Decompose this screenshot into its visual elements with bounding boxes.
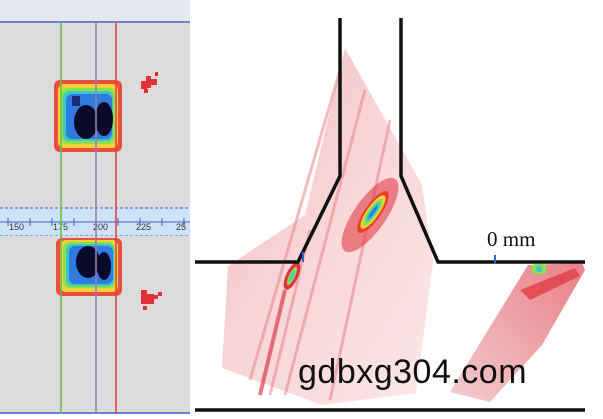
weld-section-canvas: 0 mm — [195, 18, 585, 412]
lower-indication — [56, 238, 122, 296]
root-indication — [283, 262, 301, 290]
upper-indication — [54, 80, 122, 152]
ruler-tick-label: 25 — [176, 222, 186, 232]
depth-marker-label: 0 mm — [487, 227, 535, 251]
sector-scan-fan-right — [450, 263, 585, 402]
weld-defect-indication — [341, 177, 399, 253]
top-header-strip — [0, 0, 190, 22]
ruler-tick-label: 150 — [9, 222, 24, 232]
lower-noise-spots — [141, 290, 162, 310]
weld-outline — [195, 18, 585, 264]
upper-noise-spots — [141, 72, 158, 93]
beam-streak-strong — [258, 289, 287, 396]
weld-section-view: 0 mm — [190, 0, 603, 419]
beam-streaks — [248, 69, 392, 401]
ruler-tick-label: 200 — [93, 222, 108, 232]
ruler-tick-label: 225 — [136, 222, 151, 232]
watermark-text: gdbxg304.com — [298, 353, 528, 391]
scan-view-canvas: 150 175 200 225 25 — [0, 0, 190, 414]
scan-view-panel: 150 175 200 225 25 — [0, 0, 190, 419]
sector-scan-fan-left — [222, 48, 433, 405]
